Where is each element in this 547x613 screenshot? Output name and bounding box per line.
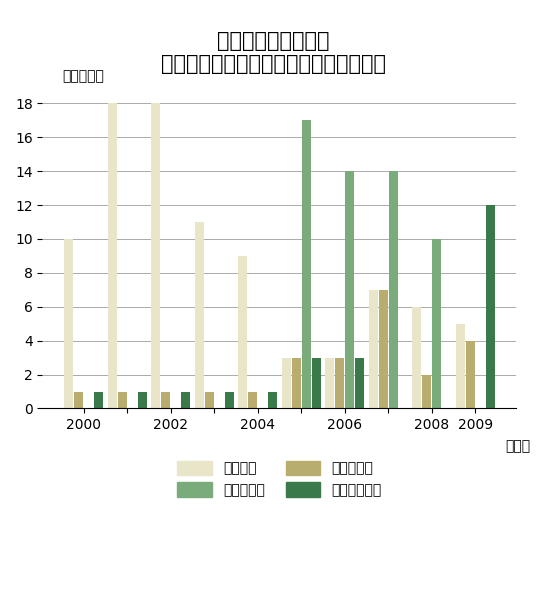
Bar xyxy=(195,222,203,408)
Text: 済生会病院における
腎摘除術、腎部分切除術の症例数の推移: 済生会病院における 腎摘除術、腎部分切除術の症例数の推移 xyxy=(161,31,386,74)
Bar xyxy=(379,290,388,408)
Bar xyxy=(335,357,344,408)
Bar xyxy=(268,392,277,408)
Bar xyxy=(486,205,495,408)
Bar xyxy=(205,392,214,408)
Bar xyxy=(412,306,421,408)
Bar xyxy=(292,357,301,408)
Bar xyxy=(355,357,364,408)
Text: （症例数）: （症例数） xyxy=(62,69,104,83)
Bar xyxy=(422,375,432,408)
Bar xyxy=(94,392,103,408)
Text: （年）: （年） xyxy=(506,439,531,453)
Bar xyxy=(64,239,73,408)
Bar xyxy=(74,392,83,408)
Bar xyxy=(345,171,354,408)
Bar xyxy=(238,256,247,408)
Bar xyxy=(465,341,475,408)
Bar xyxy=(389,171,398,408)
Bar xyxy=(108,104,117,408)
Bar xyxy=(456,324,465,408)
Bar xyxy=(432,239,441,408)
Bar xyxy=(225,392,234,408)
Bar xyxy=(325,357,334,408)
Bar xyxy=(282,357,291,408)
Bar xyxy=(312,357,321,408)
Bar xyxy=(301,120,311,408)
Bar xyxy=(248,392,257,408)
Bar xyxy=(151,104,160,408)
Bar xyxy=(137,392,147,408)
Bar xyxy=(161,392,170,408)
Bar xyxy=(181,392,190,408)
Bar xyxy=(118,392,127,408)
Bar xyxy=(369,290,378,408)
Legend: 開腹腎摘, 腹腔鏡腎摘, 開腹腎部分, 腹腔鏡腎部分: 開腹腎摘, 腹腔鏡腎摘, 開腹腎部分, 腹腔鏡腎部分 xyxy=(172,455,387,503)
